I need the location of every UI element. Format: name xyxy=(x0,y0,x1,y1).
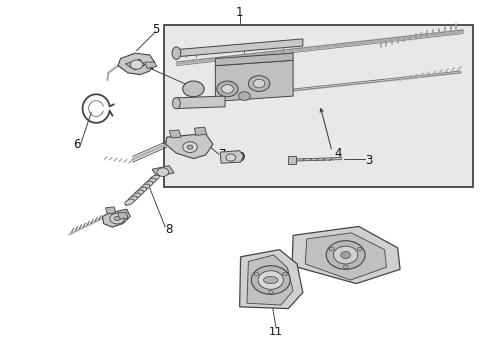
Circle shape xyxy=(325,241,365,269)
Polygon shape xyxy=(239,249,302,309)
Circle shape xyxy=(258,271,283,289)
Polygon shape xyxy=(144,62,157,68)
Polygon shape xyxy=(194,127,206,135)
Text: 3: 3 xyxy=(365,154,372,167)
Circle shape xyxy=(110,213,124,224)
Bar xyxy=(287,157,295,164)
Text: 10: 10 xyxy=(348,261,363,271)
Circle shape xyxy=(328,247,333,251)
Ellipse shape xyxy=(150,175,159,181)
Circle shape xyxy=(282,272,287,276)
Ellipse shape xyxy=(143,181,153,187)
Polygon shape xyxy=(105,207,116,214)
Ellipse shape xyxy=(172,98,180,109)
Text: 2: 2 xyxy=(145,59,153,72)
Circle shape xyxy=(187,145,193,149)
Circle shape xyxy=(183,81,203,97)
Polygon shape xyxy=(215,53,292,66)
Polygon shape xyxy=(118,53,154,75)
Text: 8: 8 xyxy=(165,223,172,236)
Circle shape xyxy=(253,272,258,276)
Polygon shape xyxy=(246,255,292,305)
Polygon shape xyxy=(220,151,243,163)
Circle shape xyxy=(251,266,289,294)
Circle shape xyxy=(340,251,350,258)
Polygon shape xyxy=(118,212,127,219)
Bar xyxy=(164,24,472,187)
Ellipse shape xyxy=(134,190,143,196)
Circle shape xyxy=(183,142,197,153)
Text: 1: 1 xyxy=(235,6,243,19)
Circle shape xyxy=(238,92,250,100)
Polygon shape xyxy=(102,209,130,227)
Text: 6: 6 xyxy=(73,138,81,151)
Ellipse shape xyxy=(124,199,134,205)
Text: 9: 9 xyxy=(236,151,244,165)
Polygon shape xyxy=(176,39,302,57)
Circle shape xyxy=(114,216,120,221)
Circle shape xyxy=(343,265,347,269)
Circle shape xyxy=(216,81,238,97)
Circle shape xyxy=(225,154,235,161)
Polygon shape xyxy=(152,166,174,176)
Text: 7: 7 xyxy=(219,148,226,161)
Circle shape xyxy=(356,247,361,251)
Circle shape xyxy=(253,79,264,88)
Polygon shape xyxy=(305,233,386,280)
Polygon shape xyxy=(176,96,224,109)
Ellipse shape xyxy=(140,184,149,190)
Ellipse shape xyxy=(128,196,137,202)
Polygon shape xyxy=(165,134,212,158)
Text: 5: 5 xyxy=(151,23,159,36)
Ellipse shape xyxy=(131,193,140,199)
Circle shape xyxy=(268,291,273,294)
Text: 11: 11 xyxy=(268,327,283,337)
Circle shape xyxy=(221,85,233,93)
Circle shape xyxy=(130,60,142,69)
Circle shape xyxy=(157,168,168,176)
Ellipse shape xyxy=(137,187,146,193)
Ellipse shape xyxy=(263,276,278,284)
Polygon shape xyxy=(215,60,292,102)
Circle shape xyxy=(248,76,269,91)
Ellipse shape xyxy=(172,47,181,59)
Polygon shape xyxy=(291,226,399,284)
Circle shape xyxy=(333,246,357,264)
Polygon shape xyxy=(169,130,181,138)
Polygon shape xyxy=(125,59,144,70)
Ellipse shape xyxy=(146,178,156,184)
Text: 4: 4 xyxy=(333,147,341,160)
